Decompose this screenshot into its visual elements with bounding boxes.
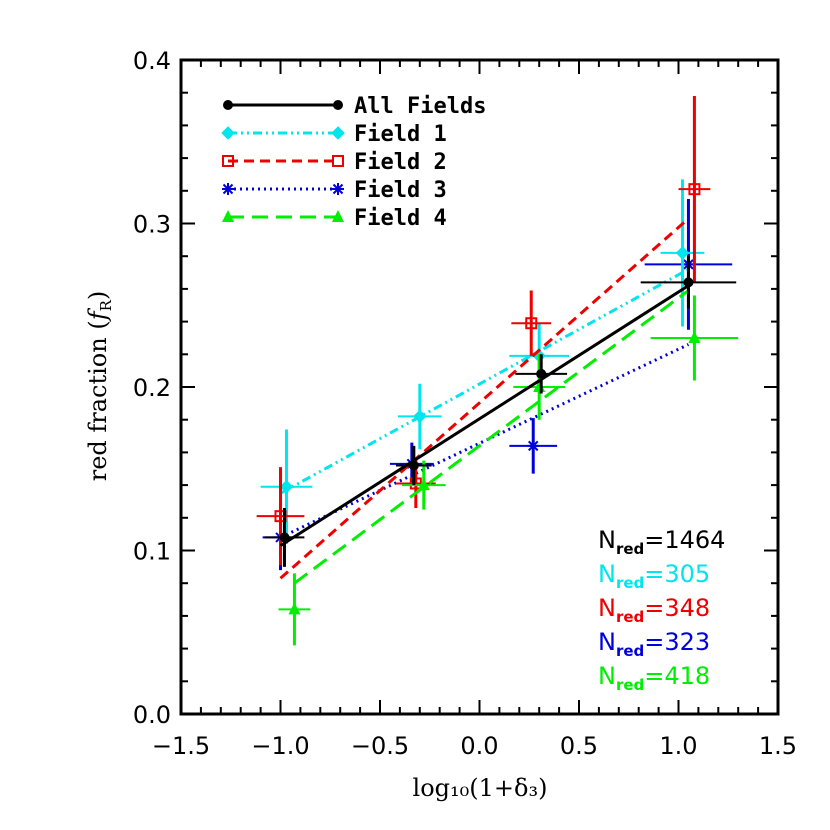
x-tick-label: −0.5 — [351, 732, 409, 760]
n-red-subscript: red — [616, 608, 644, 626]
x-tick-label: 1.0 — [659, 732, 697, 760]
n-red-label: N — [598, 526, 616, 554]
n-red-subscript: red — [616, 642, 644, 660]
series-field-4 — [278, 289, 739, 646]
data-point — [288, 602, 301, 615]
legend-label: Field 4 — [354, 206, 447, 231]
y-axis-label-close: ) — [84, 291, 112, 300]
data-point — [417, 478, 430, 491]
n-red-label: N — [598, 560, 616, 588]
y-axis-label-subscript: R — [97, 299, 115, 311]
legend-entry: Field 4 — [222, 206, 447, 231]
fit-line — [293, 289, 690, 585]
y-tick-label: 0.2 — [133, 374, 171, 402]
legend-label: Field 1 — [354, 122, 447, 147]
n-red-label: N — [598, 628, 616, 656]
n-red-count: Nred=323 — [598, 628, 710, 660]
y-axis-label: red fraction (fR) — [84, 291, 115, 482]
legend-entry: Field 1 — [221, 122, 447, 147]
x-tick-label: 0.5 — [560, 732, 598, 760]
fit-line — [279, 217, 690, 580]
data-point — [688, 330, 701, 343]
n-red-count: Nred=418 — [598, 662, 710, 694]
n-red-value: =418 — [644, 662, 710, 690]
y-tick-label: 0.4 — [133, 47, 171, 75]
legend-marker-left — [222, 155, 234, 167]
data-point — [413, 409, 427, 424]
x-tick-label: −1.0 — [251, 732, 309, 760]
data-point — [675, 246, 690, 260]
data-point — [683, 277, 694, 288]
legend-marker-right — [332, 155, 344, 167]
n-red-label: N — [598, 594, 616, 622]
axes: −1.5 −1.0 −0.5 0.0 0.5 1.0 1.5 0.0 0.1 0.2 0.3 0.4 — [133, 47, 797, 760]
data-point — [525, 317, 538, 330]
n-red-subscript: red — [616, 676, 644, 694]
x-axis-label: log₁₀(1+δ₃) — [413, 774, 548, 802]
legend-entry: Field 2 — [222, 150, 447, 175]
y-tick-label: 0.3 — [133, 211, 171, 239]
n-red-count: Nred=1464 — [598, 526, 725, 558]
legend-marker-left — [223, 100, 233, 110]
fit-line — [279, 267, 690, 495]
legend-label: Field 3 — [354, 178, 447, 203]
y-tick-label: 0.0 — [133, 701, 171, 729]
y-tick-label: 0.1 — [133, 538, 171, 566]
n-red-count: Nred=305 — [598, 560, 710, 592]
count-annotations: Nred=1464Nred=305Nred=348Nred=323Nred=41… — [598, 526, 725, 694]
series-field-3 — [262, 198, 733, 571]
x-tick-label: 0.0 — [460, 732, 498, 760]
data-point — [279, 480, 294, 494]
y-axis-label-text: red fraction ( — [84, 320, 112, 481]
n-red-count: Nred=348 — [598, 594, 710, 626]
n-red-value: =305 — [644, 560, 710, 588]
series-field-1 — [260, 179, 705, 544]
legend-label: All Fields — [354, 94, 486, 119]
data-point — [408, 460, 419, 471]
data-point — [527, 439, 540, 452]
data-point — [279, 532, 290, 543]
n-red-subscript: red — [616, 540, 644, 558]
fit-line — [279, 284, 690, 547]
legend-entry: All Fields — [223, 94, 486, 119]
n-red-value: =348 — [644, 594, 710, 622]
legend-marker-left — [222, 183, 234, 195]
legend-marker-right — [332, 183, 344, 195]
legend-marker-right — [332, 210, 344, 222]
n-red-value: =1464 — [644, 526, 725, 554]
legend-label: Field 2 — [354, 150, 447, 175]
n-red-label: N — [598, 662, 616, 690]
legend-entry: Field 3 — [222, 178, 447, 203]
n-red-value: =323 — [644, 628, 710, 656]
legend-marker-left — [222, 210, 234, 222]
x-tick-label: −1.5 — [152, 732, 210, 760]
data-point — [688, 183, 701, 196]
x-tick-label: 1.5 — [759, 732, 797, 760]
legend-marker-right — [331, 126, 345, 140]
series-all-fields — [264, 256, 737, 567]
legend: All Fields Field 1 Field 2 Field 3 Field 4 — [221, 94, 486, 231]
plot-area — [256, 95, 739, 646]
n-red-subscript: red — [616, 574, 644, 592]
series-field-2 — [256, 95, 711, 580]
legend-marker-right — [333, 100, 343, 110]
data-point — [536, 368, 547, 379]
data-point — [409, 477, 422, 490]
legend-marker-left — [221, 126, 235, 140]
fit-line — [279, 343, 690, 539]
